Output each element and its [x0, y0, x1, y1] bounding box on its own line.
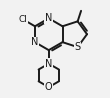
- Text: Cl: Cl: [19, 15, 27, 24]
- Text: S: S: [75, 42, 81, 52]
- Text: N: N: [45, 59, 52, 69]
- Text: N: N: [31, 37, 39, 47]
- Text: N: N: [45, 13, 52, 23]
- Text: O: O: [45, 82, 53, 92]
